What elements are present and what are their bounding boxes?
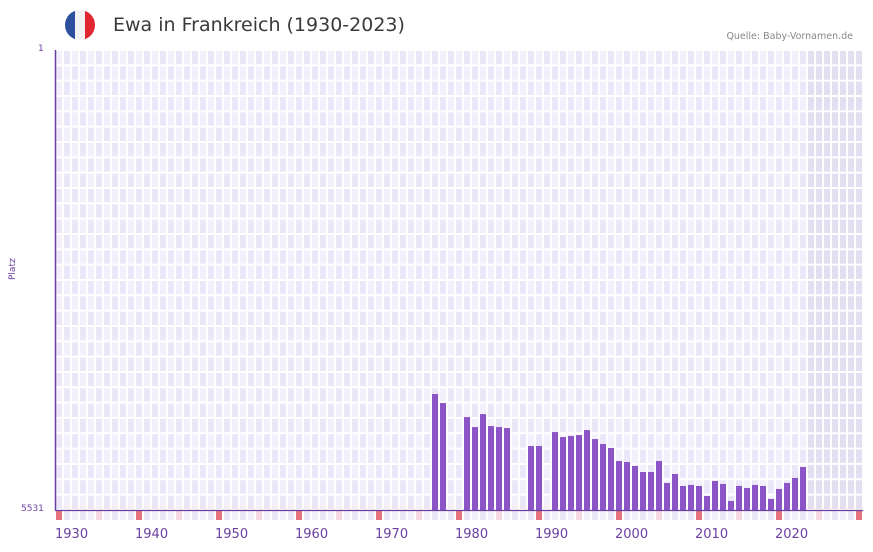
bar-2005	[656, 461, 662, 510]
bar-1995	[576, 435, 582, 510]
decade-marker	[696, 511, 702, 520]
x-tick-1940: 1940	[135, 527, 169, 542]
flag-white-stripe	[75, 10, 85, 40]
decade-marker	[296, 511, 302, 520]
bar-2018	[760, 485, 766, 510]
bar-2019	[768, 498, 774, 510]
bar-2010	[696, 485, 702, 510]
bar-1997	[592, 439, 598, 510]
bar-1977	[432, 394, 438, 510]
bar-1985	[496, 427, 502, 510]
bar-2000	[616, 461, 622, 510]
bar-1998	[600, 444, 606, 510]
france-flag-icon	[65, 10, 95, 40]
bar-1981	[464, 417, 470, 510]
bar-2011	[704, 495, 710, 510]
bar-2008	[680, 485, 686, 510]
bar-1986	[504, 428, 510, 510]
bar-1989	[528, 446, 534, 510]
y-tick-top: 1	[38, 44, 44, 54]
bar-2003	[640, 471, 646, 510]
x-tick-2020: 2020	[775, 527, 809, 542]
bar-2023	[800, 466, 806, 510]
x-tick-1960: 1960	[295, 527, 329, 542]
source-credit: Quelle: Baby-Vornamen.de	[726, 31, 853, 42]
bar-2013	[720, 483, 726, 510]
bar-1983	[480, 414, 486, 510]
decade-marker	[376, 511, 382, 520]
bar-2009	[688, 484, 694, 510]
bar-1994	[568, 436, 574, 510]
bar-2001	[624, 462, 630, 510]
bar-2020	[776, 488, 782, 510]
decade-marker	[456, 511, 462, 520]
bar-2016	[744, 487, 750, 510]
x-tick-1970: 1970	[375, 527, 409, 542]
bar-2014	[728, 500, 734, 510]
bar-1982	[472, 427, 478, 510]
bar-2022	[792, 477, 798, 510]
bar-2012	[712, 480, 718, 510]
x-tick-1930: 1930	[55, 527, 89, 542]
bar-2015	[736, 485, 742, 510]
bar-2021	[784, 482, 790, 510]
bar-1978	[440, 403, 446, 510]
bar-1999	[608, 448, 614, 510]
flag-red-stripe	[85, 10, 95, 40]
bar-2007	[672, 473, 678, 510]
bar-1993	[560, 437, 566, 510]
bar-2002	[632, 465, 638, 510]
x-tick-2000: 2000	[615, 527, 649, 542]
flag-blue-stripe	[65, 10, 75, 40]
decade-marker	[776, 511, 782, 520]
x-tick-1990: 1990	[535, 527, 569, 542]
decade-marker	[616, 511, 622, 520]
bar-1992	[552, 432, 558, 510]
x-tick-1980: 1980	[455, 527, 489, 542]
x-tick-1950: 1950	[215, 527, 249, 542]
bar-2006	[664, 482, 670, 510]
y-tick-bottom: 5531	[21, 504, 44, 514]
bar-1984	[488, 426, 494, 510]
bar-2017	[752, 484, 758, 510]
decade-marker	[136, 511, 142, 520]
bar-1996	[584, 430, 590, 510]
decade-marker	[536, 511, 542, 520]
x-tick-2010: 2010	[695, 527, 729, 542]
bar-1990	[536, 446, 542, 510]
decade-marker	[56, 511, 62, 520]
decade-marker	[216, 511, 222, 520]
chart-title: Ewa in Frankreich (1930-2023)	[113, 14, 405, 36]
decade-marker	[856, 511, 862, 520]
bar-2004	[648, 471, 654, 510]
